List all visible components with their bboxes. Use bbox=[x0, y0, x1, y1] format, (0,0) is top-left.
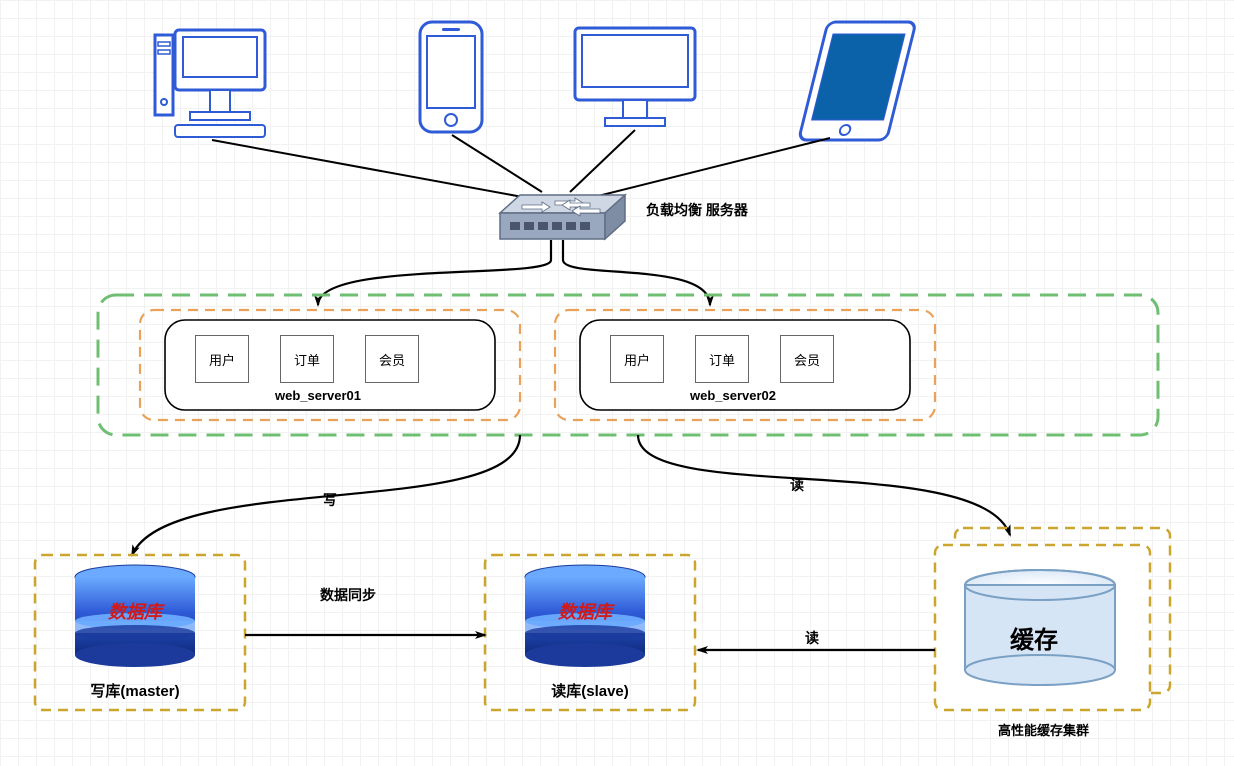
cache-cluster-label: 高性能缓存集群 bbox=[998, 720, 1089, 739]
edges-clients-to-lb bbox=[212, 130, 830, 198]
device-desktop-icon bbox=[155, 30, 265, 137]
edge-sync-label: 数据同步 bbox=[320, 585, 376, 605]
edges-lb-to-servers bbox=[318, 240, 710, 305]
server2-module-order: 订单 bbox=[695, 335, 749, 383]
server2-name: web_server02 bbox=[690, 388, 776, 403]
server1-module-member: 会员 bbox=[365, 335, 419, 383]
loadbalancer-label: 负载均衡 服务器 bbox=[646, 200, 748, 220]
cache-dashbox-back bbox=[955, 528, 1170, 693]
cache-label: 缓存 bbox=[1010, 620, 1058, 655]
edge-read2-label: 读 bbox=[805, 628, 819, 648]
edge-write-label: 写 bbox=[323, 490, 337, 510]
db-slave-label: 读库(slave) bbox=[510, 680, 670, 701]
db-slave-title: 数据库 bbox=[545, 598, 625, 624]
db-master-label: 写库(master) bbox=[55, 680, 215, 701]
diagram-canvas: 负载均衡 服务器 用户 订单 会员 web_server01 用户 订单 会员 … bbox=[0, 0, 1234, 766]
device-phone-icon bbox=[420, 22, 482, 132]
server1-module-user: 用户 bbox=[195, 335, 249, 383]
server2-module-user: 用户 bbox=[610, 335, 664, 383]
edge-read-label: 读 bbox=[790, 475, 804, 495]
device-tablet-icon bbox=[799, 22, 916, 140]
server1-module-order: 订单 bbox=[280, 335, 334, 383]
server1-name: web_server01 bbox=[275, 388, 361, 403]
edges-servers-down bbox=[132, 435, 1010, 555]
device-monitor-icon bbox=[575, 28, 695, 126]
db-master-title: 数据库 bbox=[95, 598, 175, 624]
server2-module-member: 会员 bbox=[780, 335, 834, 383]
loadbalancer-icon bbox=[500, 195, 625, 239]
